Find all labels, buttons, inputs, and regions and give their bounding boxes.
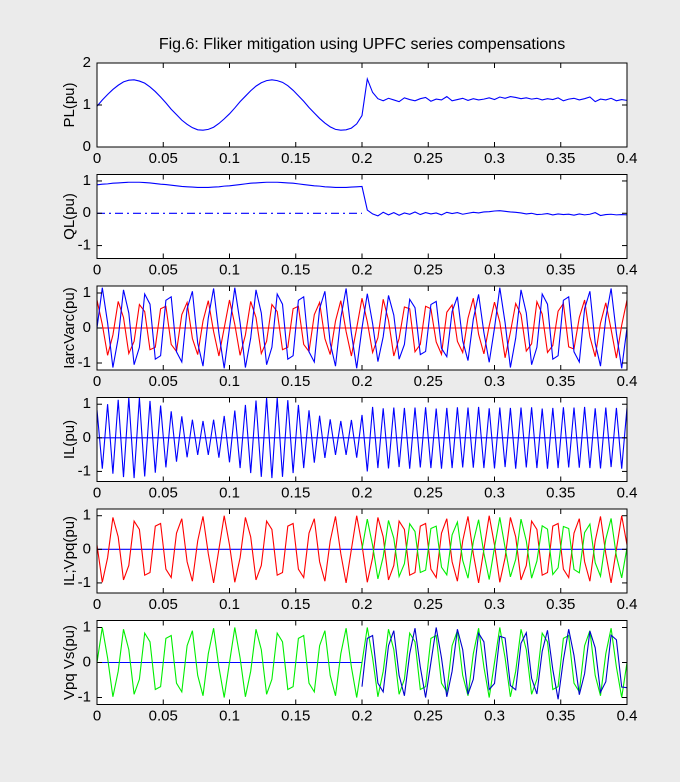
y-tick-label: 1 bbox=[83, 618, 91, 635]
x-tick-label: 0.3 bbox=[484, 596, 505, 613]
x-tick-label: 0.4 bbox=[617, 150, 638, 167]
x-tick-label: 0.05 bbox=[149, 373, 178, 390]
x-tick-label: 0.15 bbox=[281, 484, 310, 501]
y-axis-label: IL(pu) bbox=[61, 420, 78, 459]
y-tick-label: 1 bbox=[83, 172, 91, 189]
y-tick-label: 0 bbox=[83, 653, 91, 670]
x-tick-label: 0.4 bbox=[617, 707, 638, 724]
x-tick-label: 0.4 bbox=[617, 373, 638, 390]
x-tick-label: 0.25 bbox=[414, 596, 443, 613]
y-axis-label: Vpq Vs(pu) bbox=[61, 625, 78, 700]
plot-area bbox=[97, 509, 627, 593]
y-tick-label: -1 bbox=[78, 462, 91, 479]
x-tick-label: 0 bbox=[93, 596, 101, 613]
x-tick-label: 0.1 bbox=[219, 707, 240, 724]
x-tick-label: 0 bbox=[93, 484, 101, 501]
x-tick-label: 0.4 bbox=[617, 261, 638, 278]
y-tick-label: 0 bbox=[83, 138, 91, 155]
plot-area bbox=[97, 397, 627, 482]
x-tick-label: 0.05 bbox=[149, 150, 178, 167]
x-tick-label: 0 bbox=[93, 373, 101, 390]
y-tick-label: 1 bbox=[83, 96, 91, 113]
x-tick-label: 0.2 bbox=[352, 261, 373, 278]
series-line bbox=[97, 76, 627, 131]
x-tick-label: 0.1 bbox=[219, 150, 240, 167]
x-tick-label: 0.3 bbox=[484, 484, 505, 501]
series-line bbox=[97, 181, 627, 217]
x-tick-label: 0.3 bbox=[484, 150, 505, 167]
x-tick-label: 0.25 bbox=[414, 373, 443, 390]
x-tick-label: 0.3 bbox=[484, 707, 505, 724]
y-tick-label: 0 bbox=[83, 204, 91, 221]
x-tick-label: 0.05 bbox=[149, 707, 178, 724]
x-tick-label: 0.05 bbox=[149, 261, 178, 278]
x-tick-label: 0.35 bbox=[546, 261, 575, 278]
x-tick-label: 0.25 bbox=[414, 484, 443, 501]
x-tick-label: 0.2 bbox=[352, 373, 373, 390]
x-tick-label: 0 bbox=[93, 150, 101, 167]
x-tick-label: 0.4 bbox=[617, 596, 638, 613]
x-tick-label: 0.15 bbox=[281, 150, 310, 167]
x-tick-label: 0.3 bbox=[484, 261, 505, 278]
x-tick-label: 0.2 bbox=[352, 596, 373, 613]
x-tick-label: 0.25 bbox=[414, 261, 443, 278]
x-tick-label: 0.4 bbox=[617, 484, 638, 501]
x-tick-label: 0.15 bbox=[281, 261, 310, 278]
chart-title: Fig.6: Fliker mitigation using UPFC seri… bbox=[159, 36, 565, 53]
y-tick-label: 1 bbox=[83, 284, 91, 301]
x-tick-label: 0.2 bbox=[352, 150, 373, 167]
x-tick-label: 0.35 bbox=[546, 150, 575, 167]
y-axis-label: QL(pu) bbox=[61, 193, 78, 240]
series-line bbox=[97, 627, 627, 698]
y-tick-label: 1 bbox=[83, 395, 91, 412]
x-tick-label: 0.1 bbox=[219, 373, 240, 390]
x-tick-label: 0.25 bbox=[414, 150, 443, 167]
series-line bbox=[361, 627, 627, 700]
y-tick-label: -1 bbox=[78, 688, 91, 705]
x-tick-label: 0.35 bbox=[546, 373, 575, 390]
x-tick-label: 0.1 bbox=[219, 596, 240, 613]
x-tick-label: 0.35 bbox=[546, 596, 575, 613]
plot-area bbox=[97, 63, 627, 147]
x-tick-label: 0.05 bbox=[149, 596, 178, 613]
y-axis-label: PL(pu) bbox=[61, 82, 78, 127]
y-tick-label: -1 bbox=[78, 354, 91, 371]
y-tick-label: -1 bbox=[78, 574, 91, 591]
x-tick-label: 0.35 bbox=[546, 707, 575, 724]
x-tick-label: 0 bbox=[93, 707, 101, 724]
series-line bbox=[97, 298, 627, 359]
series-line bbox=[97, 287, 627, 369]
x-tick-label: 0.1 bbox=[219, 484, 240, 501]
y-tick-label: 1 bbox=[83, 507, 91, 524]
x-tick-label: 0.15 bbox=[281, 707, 310, 724]
y-tick-label: -1 bbox=[78, 237, 91, 254]
series-line bbox=[97, 515, 627, 584]
y-axis-label: IarcVarc(pu) bbox=[61, 287, 78, 368]
x-tick-label: 0.2 bbox=[352, 707, 373, 724]
x-tick-label: 0.2 bbox=[352, 484, 373, 501]
x-tick-label: 0.15 bbox=[281, 373, 310, 390]
series-line bbox=[97, 397, 627, 479]
x-tick-label: 0.3 bbox=[484, 373, 505, 390]
y-tick-label: 0 bbox=[83, 429, 91, 446]
x-tick-label: 0.15 bbox=[281, 596, 310, 613]
x-tick-label: 0.05 bbox=[149, 484, 178, 501]
x-tick-label: 0.25 bbox=[414, 707, 443, 724]
series-line bbox=[361, 517, 627, 580]
x-tick-label: 0.1 bbox=[219, 261, 240, 278]
y-axis-label: IL;Vpq(pu) bbox=[61, 516, 78, 586]
x-tick-label: 0.35 bbox=[546, 484, 575, 501]
y-tick-label: 0 bbox=[83, 319, 91, 336]
x-tick-label: 0 bbox=[93, 261, 101, 278]
y-tick-label: 2 bbox=[83, 54, 91, 71]
y-tick-label: 0 bbox=[83, 540, 91, 557]
